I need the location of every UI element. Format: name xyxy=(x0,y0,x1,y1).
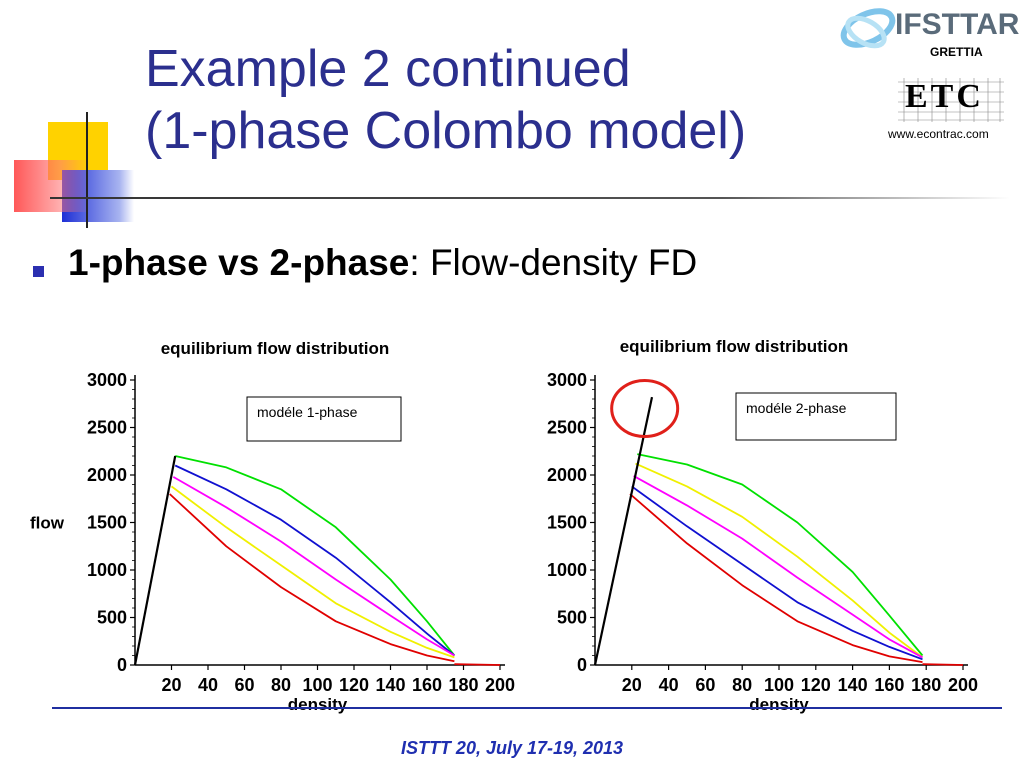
chart1-y-tick-label: 1000 xyxy=(87,560,127,580)
chart1-x-tick-label: 160 xyxy=(412,675,442,695)
bullet-bold-text: 1-phase vs 2-phase xyxy=(68,242,410,283)
chart2-y-tick-label: 1500 xyxy=(547,513,587,533)
ifsttar-logo-text: IFSTTAR xyxy=(895,8,1020,41)
chart2-highlight-circle xyxy=(610,379,680,438)
etc-logo-grid-icon xyxy=(898,78,1004,122)
chart2-x-tick-label: 60 xyxy=(695,675,715,695)
slide-title-line2: (1-phase Colombo model) xyxy=(145,102,747,160)
chart1-legend-box xyxy=(246,396,402,442)
chart1-y-axis-label: flow xyxy=(30,514,65,533)
chart2-title: equilibrium flow distribution xyxy=(620,337,849,356)
chart2-y-tick-label: 500 xyxy=(557,608,587,628)
chart1-x-tick-label: 60 xyxy=(234,675,254,695)
chart2-x-tick-label: 80 xyxy=(732,675,752,695)
chart1-y-tick-label: 0 xyxy=(117,655,127,675)
chart2-series-3 xyxy=(633,475,923,659)
ifsttar-logo-icon xyxy=(840,8,896,49)
footer-rule xyxy=(52,707,1002,709)
bullet-rest-text: : Flow-density FD xyxy=(409,242,698,283)
chart2-y-tick-label: 2000 xyxy=(547,465,587,485)
chart2-x-tick-label: 180 xyxy=(911,675,941,695)
chart2-x-tick-label: 20 xyxy=(622,675,642,695)
chart1-x-tick-label: 100 xyxy=(302,675,332,695)
chart-2-phase: equilibrium flow distribution 0 500 1000 150… xyxy=(547,337,978,714)
chart2-y-tick-label: 1000 xyxy=(547,560,587,580)
chart2-x-axis-label: density xyxy=(749,695,809,714)
chart2-series-2 xyxy=(635,462,924,659)
decor-vertical-line xyxy=(86,112,88,228)
chart1-y-tick-label: 2500 xyxy=(87,418,127,438)
chart2-series-4 xyxy=(631,485,923,661)
chart2-x-tick-label: 120 xyxy=(801,675,831,695)
chart2-legend-box xyxy=(735,392,897,441)
chart1-series-5 xyxy=(169,493,455,663)
bullet-text: 1-phase vs 2-phase: Flow-density FD xyxy=(68,242,697,284)
chart1-legend-text: modéle 1-phase xyxy=(257,404,358,420)
chart2-free-flow-line xyxy=(593,396,654,666)
slide-title-line1: Example 2 continued xyxy=(145,40,631,98)
chart1-y-tick-label: 500 xyxy=(97,608,127,628)
chart2-y-tick-label: 3000 xyxy=(547,370,587,390)
chart1-x-tick-label: 120 xyxy=(339,675,369,695)
slide-title: Example 2 continued (1-phase Colombo mod… xyxy=(145,38,746,162)
chart2-y-tick-label: 0 xyxy=(577,655,587,675)
chart2-tail-line xyxy=(922,663,964,666)
chart1-series-3 xyxy=(172,476,455,657)
chart1-x-tick-label: 140 xyxy=(375,675,405,695)
decor-red-square xyxy=(14,160,90,212)
chart1-series-2 xyxy=(174,464,455,657)
chart2-series-1 xyxy=(637,453,924,657)
chart1-title: equilibrium flow distribution xyxy=(161,339,390,358)
chart2-series-5 xyxy=(629,493,923,663)
chart1-free-flow-line xyxy=(133,455,177,666)
etc-logo-text: ETC xyxy=(905,78,984,115)
econtrac-url: www.econtrac.com xyxy=(888,127,989,141)
footer-text: ISTTT 20, July 17-19, 2013 xyxy=(400,738,624,758)
chart2-y-tick-label: 2500 xyxy=(547,418,587,438)
chart2-x-tick-label: 140 xyxy=(838,675,868,695)
chart2-x-tick-label: 100 xyxy=(764,675,794,695)
chart1-x-tick-label: 40 xyxy=(198,675,218,695)
chart2-x-tick-label: 200 xyxy=(948,675,978,695)
chart2-x-tick-label: 160 xyxy=(874,675,904,695)
chart1-x-tick-label: 80 xyxy=(271,675,291,695)
chart1-x-tick-label: 20 xyxy=(161,675,181,695)
chart1-tail-line xyxy=(454,663,501,666)
chart1-x-tick-label: 180 xyxy=(448,675,478,695)
grettia-label: GRETTIA xyxy=(930,45,983,59)
chart2-legend-text: modéle 2-phase xyxy=(746,400,847,416)
chart1-series-1 xyxy=(175,455,456,657)
chart1-y-tick-label: 2000 xyxy=(87,465,127,485)
chart1-series-4 xyxy=(170,485,455,659)
chart2-x-tick-label: 40 xyxy=(659,675,679,695)
chart1-y-tick-label: 3000 xyxy=(87,370,127,390)
title-underline xyxy=(50,197,1010,199)
chart1-y-tick-label: 1500 xyxy=(87,513,127,533)
chart1-x-tick-label: 200 xyxy=(485,675,515,695)
chart-1-phase: equilibrium flow distribution 0 500 1000 150… xyxy=(30,339,515,714)
chart1-x-axis-label: density xyxy=(288,695,348,714)
bullet-square-icon xyxy=(33,266,44,277)
